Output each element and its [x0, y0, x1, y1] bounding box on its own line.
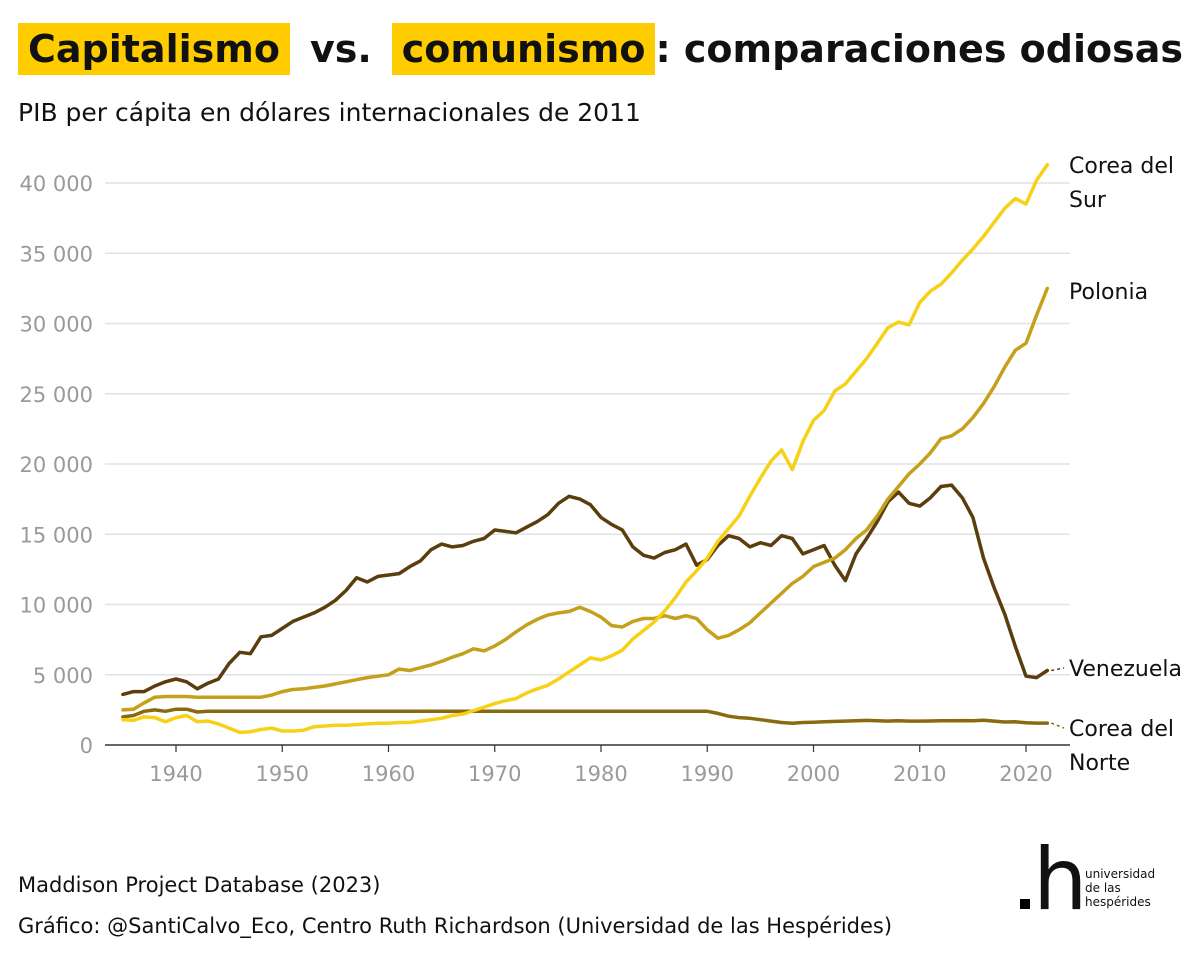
chart-title: Capitalismo vs. comunismo : comparacione…	[18, 14, 1183, 84]
x-tick-label: 1960	[362, 762, 415, 786]
x-tick-label: 1950	[256, 762, 309, 786]
series-line-venezuela	[121, 483, 1050, 697]
series-label: Polonia	[1069, 280, 1148, 305]
title-suffix: : comparaciones odiosas	[655, 27, 1183, 71]
y-tick-label: 15 000	[20, 523, 93, 547]
label-leader	[1050, 722, 1065, 729]
title-comunismo: comunismo	[391, 23, 656, 75]
logo-mark: h	[1033, 830, 1088, 930]
series-label: Corea del	[1069, 717, 1174, 742]
series-line-polonia	[121, 286, 1050, 712]
x-tick-label: 2000	[787, 762, 840, 786]
y-tick-label: 0	[80, 734, 93, 758]
y-tick-label: 10 000	[20, 594, 93, 618]
credit-note: Gráfico: @SantiCalvo_Eco, Centro Ruth Ri…	[18, 914, 893, 938]
y-tick-label: 35 000	[20, 242, 93, 266]
title-vs: vs.	[309, 27, 372, 71]
y-tick-label: 30 000	[20, 313, 93, 337]
series-line-corea-del-sur	[121, 162, 1050, 735]
source-note: Maddison Project Database (2023)	[18, 873, 381, 897]
series-label: Norte	[1069, 751, 1130, 776]
x-tick-label: 2010	[893, 762, 946, 786]
x-tick-label: 1990	[681, 762, 734, 786]
title-capitalismo: Capitalismo	[18, 23, 290, 75]
logo-dot	[1020, 899, 1030, 909]
y-tick-label: 40 000	[20, 172, 93, 196]
x-tick-label: 1980	[574, 762, 627, 786]
y-tick-label: 20 000	[20, 453, 93, 477]
series-line-corea-del-norte	[121, 707, 1050, 725]
x-tick-label: 2020	[999, 762, 1052, 786]
x-tick-label: 1940	[149, 762, 202, 786]
university-logo: h universidad de las hespérides	[1015, 830, 1185, 930]
y-tick-label: 25 000	[20, 383, 93, 407]
label-leader	[1051, 667, 1065, 672]
y-tick-label: 5 000	[33, 664, 93, 688]
logo-text: universidad de las hespérides	[1085, 867, 1156, 909]
chart-subtitle: PIB per cápita en dólares internacionale…	[18, 98, 641, 127]
x-tick-label: 1970	[468, 762, 521, 786]
series-label: Corea del	[1069, 154, 1174, 179]
series-label: Sur	[1069, 188, 1107, 213]
series-label: Venezuela	[1069, 657, 1182, 682]
